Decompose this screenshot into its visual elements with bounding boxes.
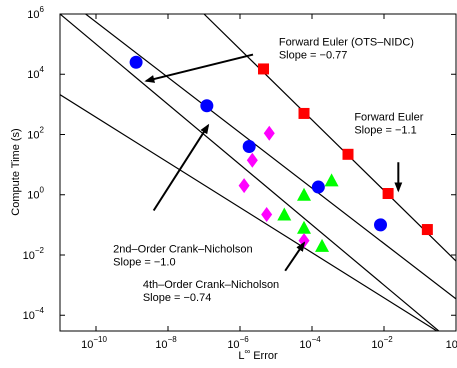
arrow [144,53,254,83]
fit-line [60,94,439,331]
triangle-point [277,207,292,221]
x-tick-label: 10−8 [155,335,177,351]
square-point [258,63,270,75]
y-tick-label: 106 [27,5,44,21]
x-tick-label: 10−2 [371,335,393,351]
triangle-point [324,173,339,187]
y-tick-label: 10−4 [23,306,45,322]
x-axis-label: L∞ Error [238,347,278,362]
x-tick-label: 10−10 [81,335,107,351]
axis-ticks: 10−10 10−8 10−6 10−4 10−2 100 10−4 10−2 100 102 10… [23,5,457,351]
triangle-point [297,187,312,201]
triangle-point [297,220,312,234]
annotation-text: Forward Euler (OTS–NIDC) [279,37,414,49]
square-point [382,188,394,200]
square-point [421,224,433,236]
circle-point [242,139,256,153]
x-tick-label: 10−6 [227,335,249,351]
annotations: Forward Euler (OTS–NIDC)Slope = −0.77 For… [113,37,424,305]
fit-lines [60,14,456,331]
fit-line [203,14,456,262]
annotation-text: 2nd–Order Crank–Nicholson [113,244,252,256]
circle-point [374,218,388,232]
triangle-point [315,238,330,252]
circle-point [311,180,325,194]
annotation-text: Slope = −0.77 [279,50,348,62]
fit-line [60,14,440,331]
annotation-text: Slope = −1.0 [113,257,175,269]
square-point [298,107,310,119]
diamond-point [263,125,275,141]
diamond-point [238,178,250,194]
markers [129,55,433,252]
arrow [284,241,306,272]
y-axis-label: Compute Time (s) [10,128,22,215]
annotation-text: Slope = −1.1 [354,125,416,137]
circle-point [129,55,143,69]
annotation-text: Slope = −0.74 [143,292,212,304]
x-tick-label: 10−4 [299,335,321,351]
arrows [144,53,403,272]
y-tick-label: 100 [27,186,44,202]
y-tick-label: 102 [27,125,44,141]
fit-line [84,14,456,300]
diamond-point [246,152,258,168]
diamond-point [261,207,273,223]
y-tick-label: 104 [27,65,44,81]
annotation-text: 4th–Order Crank–Nicholson [143,279,279,291]
x-tick-label: 100 [446,335,457,351]
arrow [152,123,210,212]
annotation-text: Forward Euler [354,112,423,124]
circle-point [200,99,214,113]
square-point [342,148,354,160]
y-tick-label: 10−2 [23,246,45,262]
